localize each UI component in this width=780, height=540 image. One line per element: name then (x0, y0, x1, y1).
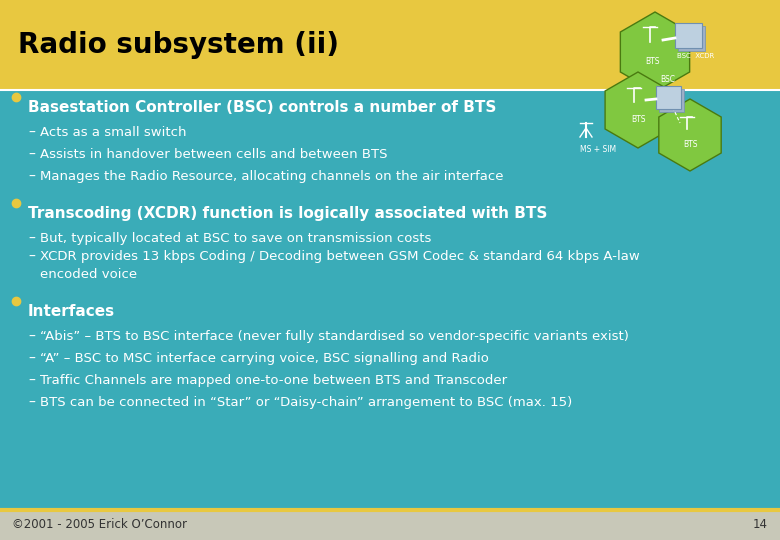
FancyBboxPatch shape (658, 89, 683, 111)
Text: –: – (28, 330, 35, 344)
FancyBboxPatch shape (675, 23, 701, 48)
Text: BTS: BTS (631, 115, 645, 124)
Text: Traffic Channels are mapped one-to-one between BTS and Transcoder: Traffic Channels are mapped one-to-one b… (40, 374, 507, 387)
Polygon shape (620, 12, 690, 92)
Text: Acts as a small switch: Acts as a small switch (40, 126, 186, 139)
Text: BTS: BTS (645, 57, 659, 66)
Text: Basestation Controller (BSC) controls a number of BTS: Basestation Controller (BSC) controls a … (28, 100, 496, 115)
Text: Manages the Radio Resource, allocating channels on the air interface: Manages the Radio Resource, allocating c… (40, 170, 504, 183)
Text: –: – (28, 374, 35, 388)
FancyBboxPatch shape (655, 85, 680, 109)
Text: –: – (28, 232, 35, 246)
Polygon shape (659, 99, 722, 171)
Text: But, typically located at BSC to save on transmission costs: But, typically located at BSC to save on… (40, 232, 431, 245)
Text: Transcoding (XCDR) function is logically associated with BTS: Transcoding (XCDR) function is logically… (28, 206, 548, 221)
FancyBboxPatch shape (678, 25, 704, 51)
Text: –: – (28, 352, 35, 366)
Text: –: – (28, 396, 35, 410)
Text: ©2001 - 2005 Erick O’Connor: ©2001 - 2005 Erick O’Connor (12, 518, 187, 531)
Text: “A” – BSC to MSC interface carrying voice, BSC signalling and Radio: “A” – BSC to MSC interface carrying voic… (40, 352, 489, 365)
Text: Radio subsystem (ii): Radio subsystem (ii) (18, 31, 339, 59)
Text: MS + SIM: MS + SIM (580, 145, 616, 154)
Text: “Abis” – BTS to BSC interface (never fully standardised so vendor-specific varia: “Abis” – BTS to BSC interface (never ful… (40, 330, 629, 343)
Text: BSC  XCDR: BSC XCDR (677, 53, 714, 59)
Text: Interfaces: Interfaces (28, 304, 115, 319)
Text: –: – (28, 250, 35, 264)
Text: Assists in handover between cells and between BTS: Assists in handover between cells and be… (40, 148, 388, 161)
FancyBboxPatch shape (0, 0, 780, 90)
FancyBboxPatch shape (0, 510, 780, 540)
Text: BTS can be connected in “Star” or “Daisy-chain” arrangement to BSC (max. 15): BTS can be connected in “Star” or “Daisy… (40, 396, 573, 409)
Text: BSC: BSC (661, 75, 675, 84)
Text: –: – (28, 170, 35, 184)
Text: encoded voice: encoded voice (40, 268, 137, 281)
Text: BTS: BTS (682, 140, 697, 149)
Text: –: – (28, 126, 35, 140)
Text: 14: 14 (753, 518, 768, 531)
Text: –: – (28, 148, 35, 162)
Text: XCDR provides 13 kbps Coding / Decoding between GSM Codec & standard 64 kbps A-l: XCDR provides 13 kbps Coding / Decoding … (40, 250, 640, 263)
Polygon shape (605, 72, 671, 148)
